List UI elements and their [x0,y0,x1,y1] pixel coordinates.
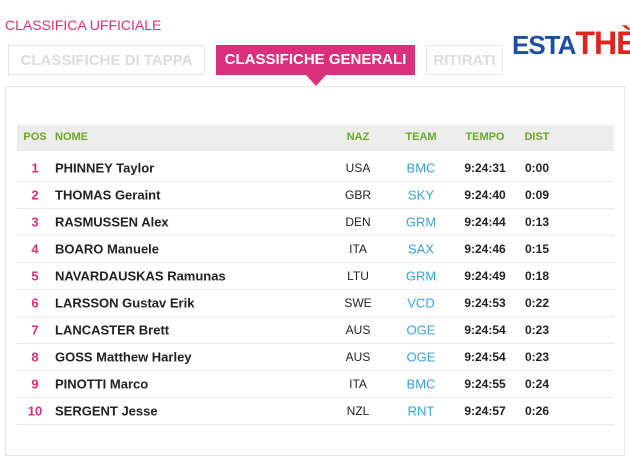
cell: 7 [31,322,39,338]
cell: AUS [345,350,371,364]
cell: 9 [31,376,39,392]
cell: 9:24:54 [464,323,506,337]
cell: SERGENT Jesse [55,403,158,419]
row-separator [17,181,614,182]
cell: BOARO Manuele [55,241,160,257]
row-separator [17,316,614,317]
row-separator [17,208,614,209]
cell: 0:24 [524,377,550,391]
cell: 1 [31,160,39,176]
cell: 6 [31,295,39,311]
cell: 5 [31,268,39,284]
cell: NAVARDAUSKAS Ramunas [55,268,226,284]
row-separator [17,370,614,371]
cell: 0:00 [524,161,550,175]
cell: SKY [407,187,434,203]
cell: ITA [349,377,367,391]
row-separator [17,424,614,425]
cell: 0:23 [524,350,550,364]
cell: 8 [31,349,39,365]
column-header: POS [23,131,47,143]
cell: SWE [344,296,372,310]
cell: OGE [406,322,436,338]
cell: 0:13 [524,215,550,229]
tab-active[interactable]: CLASSIFICHE GENERALI [216,45,415,75]
row-separator [17,343,614,344]
cell: LARSSON Gustav Erik [55,295,195,311]
cell: LTU [347,269,369,283]
row-separator [17,397,614,398]
cell: GRM [405,268,437,284]
cell: PHINNEY Taylor [55,160,155,176]
cell: 9:24:49 [464,269,506,283]
row-separator [17,289,614,290]
cell: DEN [345,215,371,229]
logo: ESTATHÈ [512,25,630,62]
logo-right: THÈ [575,25,630,61]
cell: ITA [349,242,367,256]
tab[interactable]: RITIRATI [426,45,503,75]
cell: 9:24:44 [464,215,506,229]
row-separator [17,235,614,236]
cell: 4 [31,241,39,257]
column-header: TEAM [405,131,437,143]
page-title: CLASSIFICA UFFICIALE [5,17,162,33]
cell: BMC [406,376,436,392]
cell: 9:24:55 [464,377,506,391]
cell: VCD [407,295,435,311]
column-header: NAZ [346,131,370,143]
cell: SAX [407,241,434,257]
cell: RASMUSSEN Alex [55,214,169,230]
cell: 0:26 [524,404,550,418]
cell: 0:22 [524,296,550,310]
cell: 0:09 [524,188,550,202]
tab-pointer [306,75,326,86]
column-header: DIST [524,131,550,143]
cell: 0:18 [524,269,550,283]
cell: RNT [407,403,435,419]
tab[interactable]: CLASSIFICHE DI TAPPA [8,45,205,75]
cell: 2 [31,187,39,203]
cell: PINOTTI Marco [55,376,149,392]
cell: AUS [345,323,371,337]
column-header: TEMPO [465,131,505,143]
cell: NZL [346,404,370,418]
cell: 0:15 [524,242,550,256]
cell: GBR [344,188,371,202]
cell: 10 [27,403,43,419]
row-separator [17,262,614,263]
cell: GOSS Matthew Harley [55,349,192,365]
cell: BMC [406,160,436,176]
cell: USA [345,161,371,175]
cell: LANCASTER Brett [55,322,170,338]
cell: 0:23 [524,323,550,337]
cell: 9:24:57 [464,404,506,418]
cell: 9:24:40 [464,188,506,202]
cell: THOMAS Geraint [55,187,161,203]
cell: 9:24:53 [464,296,506,310]
cell: 3 [31,214,39,230]
cell: 9:24:54 [464,350,506,364]
cell: OGE [406,349,436,365]
cell: 9:24:46 [464,242,506,256]
logo-left: ESTA [512,30,576,60]
table-header [17,125,614,151]
column-header: NOME [55,131,88,143]
cell: 9:24:31 [464,161,506,175]
cell: GRM [405,214,437,230]
